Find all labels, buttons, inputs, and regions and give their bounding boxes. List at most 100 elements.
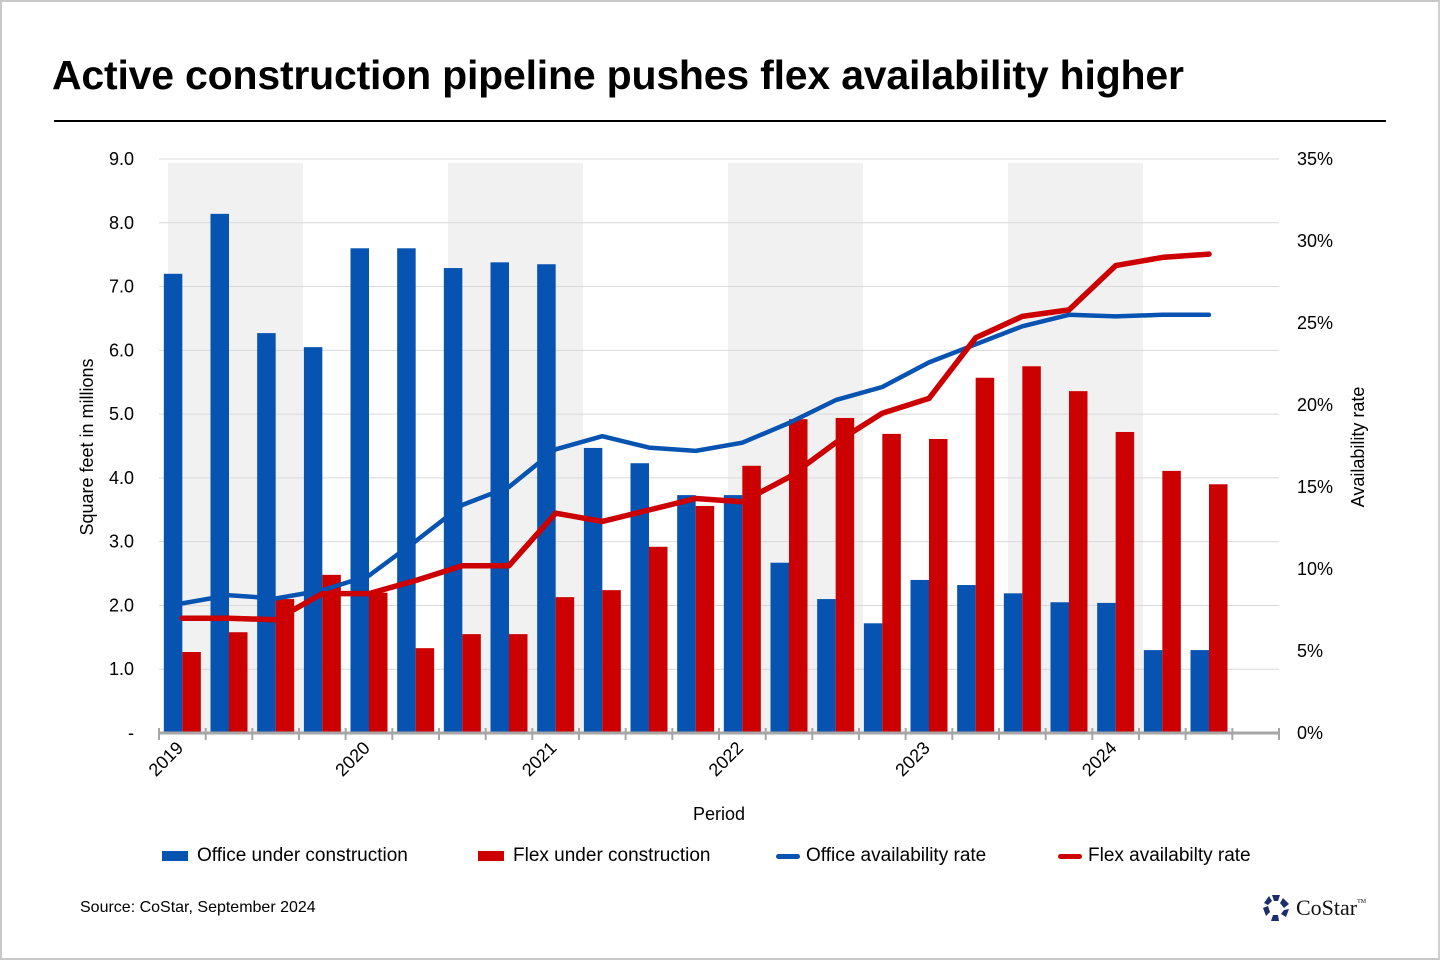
x-tick-label: 2024	[1078, 738, 1120, 780]
legend: Office under construction Flex under con…	[0, 845, 1440, 871]
office-bar	[1097, 602, 1116, 733]
flex-bar	[322, 574, 341, 733]
office-bar	[350, 248, 369, 734]
costar-logo: CoStarTM	[1261, 893, 1366, 923]
office-bar	[1050, 602, 1069, 733]
office-line-swatch-icon	[776, 853, 800, 859]
y2-tick-label: 0%	[1297, 723, 1323, 743]
x-tick-label: 2019	[145, 738, 187, 780]
flex-bar	[742, 465, 761, 733]
flex-bar	[695, 505, 715, 733]
flex-bar	[929, 438, 948, 733]
flex-bar	[509, 634, 528, 733]
legend-item-office-availability: Office availability rate	[776, 845, 986, 867]
legend-item-flex-construction: Flex under construction	[478, 845, 711, 867]
flex-bar	[882, 433, 901, 733]
office-bar	[583, 447, 603, 733]
office-bar	[1190, 650, 1209, 733]
office-bar-swatch-icon	[162, 851, 188, 861]
office-bar	[770, 562, 789, 733]
y2-tick-label: 30%	[1297, 231, 1333, 251]
y-tick-label: 2.0	[109, 595, 134, 615]
legend-label: Flex availabilty rate	[1088, 845, 1251, 866]
x-tick-label: 2020	[331, 738, 373, 780]
y2-tick-label: 10%	[1297, 559, 1333, 579]
y2-tick-label: 20%	[1297, 395, 1333, 415]
flex-bar	[555, 597, 575, 733]
gridlines	[159, 158, 1279, 670]
legend-item-flex-availability: Flex availabilty rate	[1058, 845, 1251, 867]
office-bar	[257, 333, 276, 733]
flex-bar	[649, 546, 668, 733]
office-bar	[863, 623, 883, 733]
y2-axis-title: Availability rate	[1348, 387, 1368, 508]
flex-bar	[975, 377, 995, 733]
y-axis-right: 0% 5% 10% 15% 20% 25% 30% 35%	[1297, 149, 1333, 743]
office-bar	[443, 268, 463, 733]
x-tick-label: 2021	[518, 738, 560, 780]
office-bar	[630, 463, 649, 733]
flex-bar	[789, 419, 808, 733]
flex-bar	[602, 590, 621, 733]
y-axis-title: Square feet in millions	[77, 358, 97, 535]
y-tick-label: 8.0	[109, 213, 134, 233]
y2-tick-label: 5%	[1297, 641, 1323, 661]
office-bar	[490, 262, 509, 733]
y-axis-left: - 1.0 2.0 3.0 4.0 5.0 6.0 7.0 8.0 9.0	[109, 149, 134, 743]
office-bar	[817, 599, 836, 733]
office-bar	[723, 495, 743, 733]
y-tick-label: 4.0	[109, 468, 134, 488]
office-bar	[163, 273, 183, 733]
chart-area: 2019 2020 2021 2022 2023 2024 - 1.0 2.0 3.0 4.0 5.…	[77, 149, 1368, 824]
title-divider	[54, 120, 1386, 122]
office-bar	[397, 248, 416, 734]
legend-label: Flex under construction	[513, 845, 711, 866]
y-tick-label: 9.0	[109, 149, 134, 169]
flex-bar	[1022, 366, 1041, 733]
office-availability-line	[180, 312, 1212, 606]
y-tick-label: 1.0	[109, 659, 134, 679]
x-axis-title: Period	[693, 804, 745, 824]
flex-bar	[415, 648, 435, 733]
source-note: Source: CoStar, September 2024	[80, 899, 316, 916]
office-bar	[957, 585, 976, 733]
logo-text: CoStarTM	[1296, 895, 1367, 920]
legend-label: Office availability rate	[806, 845, 987, 866]
office-bar	[677, 495, 696, 733]
flex-bar-swatch-icon	[478, 851, 504, 861]
office-bar	[537, 264, 556, 733]
y2-tick-label: 35%	[1297, 149, 1333, 169]
office-bar	[1143, 650, 1163, 733]
y-tick-label: -	[128, 723, 134, 743]
y-tick-label: 5.0	[109, 404, 134, 424]
flex-availability-line	[179, 251, 1212, 623]
flex-bar	[1162, 470, 1181, 733]
office-bar	[1003, 593, 1023, 733]
flex-bar	[462, 634, 481, 733]
flex-bar	[1209, 484, 1228, 733]
legend-label: Office under construction	[197, 845, 408, 866]
bars	[163, 213, 1228, 734]
x-axis: 2019 2020 2021 2022 2023 2024	[145, 728, 1280, 780]
y-tick-label: 7.0	[109, 277, 134, 297]
y-tick-label: 6.0	[109, 340, 134, 360]
y2-tick-label: 25%	[1297, 313, 1333, 333]
flex-line-swatch-icon	[1058, 853, 1082, 859]
flex-bar	[1115, 431, 1135, 733]
chart-title: Active construction pipeline pushes flex…	[52, 52, 1184, 98]
y-tick-label: 3.0	[109, 532, 134, 552]
flex-bar	[835, 417, 855, 733]
y2-tick-label: 15%	[1297, 477, 1333, 497]
flex-bar	[369, 592, 388, 733]
office-bar	[303, 347, 323, 733]
x-tick-label: 2023	[891, 738, 933, 780]
office-bar	[210, 213, 229, 734]
flex-bar	[229, 632, 248, 733]
lines	[179, 251, 1212, 623]
flex-bar	[275, 599, 295, 733]
x-tick-label: 2022	[705, 738, 747, 780]
flex-bar	[182, 652, 201, 733]
office-bar	[910, 579, 929, 733]
flex-bar	[1069, 391, 1088, 733]
